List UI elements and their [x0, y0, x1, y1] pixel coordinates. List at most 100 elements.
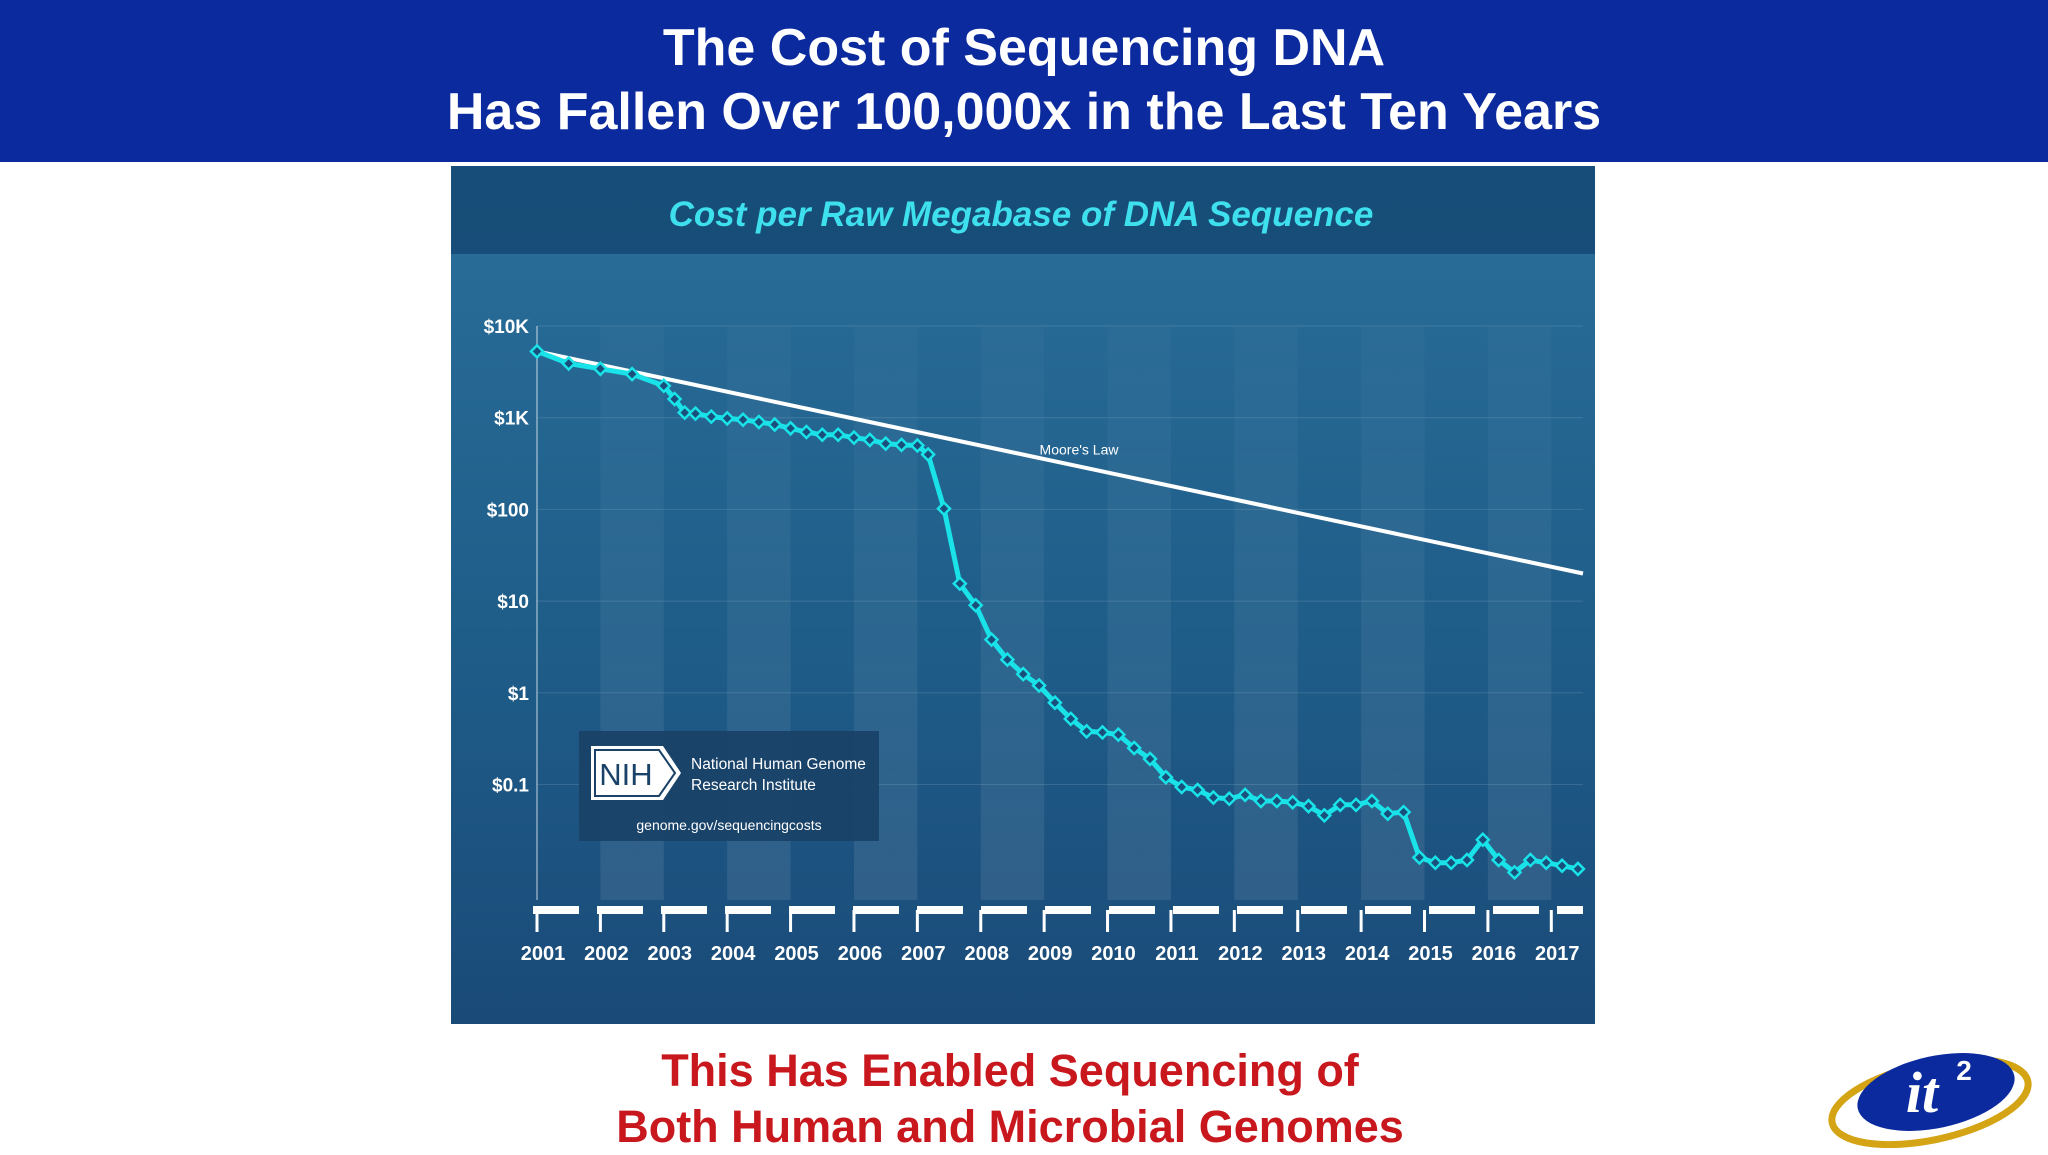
cost-data-point — [936, 500, 952, 517]
cost-data-point — [814, 427, 831, 443]
nih-acronym: NIH — [599, 757, 652, 792]
nih-url: genome.gov/sequencingcosts — [636, 817, 821, 833]
logo-oval-blue — [1857, 1053, 2015, 1131]
year-band — [1107, 326, 1171, 900]
cost-data-point — [967, 597, 984, 614]
cost-data-point — [1411, 849, 1428, 866]
cost-data-point — [999, 651, 1016, 668]
chart-title-bar — [451, 166, 1595, 254]
x-tick-label: 2014 — [1345, 943, 1390, 965]
cost-data-point — [830, 427, 846, 443]
cost-data-point — [560, 355, 577, 372]
cost-data-point — [687, 405, 704, 422]
cost-data-point — [1490, 852, 1507, 868]
y-tick-label: $1 — [508, 684, 530, 705]
chart-title: Cost per Raw Megabase of DNA Sequence — [669, 195, 1374, 234]
cost-data-point — [1142, 751, 1158, 767]
cost-data-point — [529, 343, 545, 360]
cost-data-point — [676, 404, 693, 421]
slide-title-line2: Has Fallen Over 100,000x in the Last Ten… — [446, 83, 1602, 141]
x-tick-label: 2002 — [584, 943, 629, 965]
cost-data-point — [1459, 852, 1475, 868]
it2-logo: it 2 — [1828, 1053, 2032, 1148]
x-tick-label: 2011 — [1155, 943, 1198, 965]
x-tick-label: 2006 — [838, 943, 883, 965]
y-tick-label: $100 — [487, 500, 529, 521]
nih-logo-shape — [591, 746, 681, 800]
y-tick-label: $1K — [494, 409, 529, 430]
x-tick-label: 2010 — [1091, 943, 1136, 965]
cost-data-point — [909, 437, 926, 454]
x-tick-label: 2015 — [1408, 943, 1453, 965]
cost-data-point — [862, 432, 878, 448]
cost-data-point — [1094, 724, 1111, 741]
cost-data-point — [782, 420, 799, 437]
cost-data-point — [1570, 861, 1586, 877]
cost-data-point — [656, 377, 672, 394]
cost-data-point — [1047, 694, 1063, 711]
logo-text: it — [1906, 1060, 1940, 1125]
x-tick-label: 2001 — [521, 943, 566, 965]
cost-data-point — [920, 446, 936, 463]
cost-data-point — [1443, 855, 1459, 871]
cost-data-point — [846, 429, 862, 446]
footer-line1: This Has Enabled Sequencing of — [661, 1045, 1359, 1096]
x-tick-label: 2004 — [711, 943, 756, 965]
cost-data-point — [1253, 793, 1269, 809]
cost-data-point — [592, 361, 609, 377]
cost-data-point — [1395, 804, 1412, 820]
cost-data-point — [1364, 793, 1380, 809]
x-tick-label: 2003 — [648, 943, 693, 965]
y-tick-label: $10K — [484, 317, 530, 338]
cost-data-point — [666, 391, 683, 407]
cost-data-point — [1427, 855, 1444, 871]
cost-data-point — [1506, 864, 1523, 881]
cost-data-point — [983, 631, 1000, 648]
cost-data-point — [624, 366, 640, 382]
cost-data-point — [1110, 726, 1127, 743]
nih-badge: NIH National Human Genome Research Insti… — [579, 731, 879, 841]
slide-footer: This Has Enabled Sequencing of Both Huma… — [420, 1043, 1600, 1155]
cost-data-point — [1522, 852, 1539, 868]
cost-data-point — [1158, 769, 1174, 785]
year-band — [1234, 326, 1298, 900]
cost-series-line — [534, 348, 1581, 875]
x-tick-label: 2017 — [1535, 943, 1580, 965]
x-tick-label: 2007 — [901, 943, 946, 965]
moores-law-line — [536, 349, 1584, 576]
nih-name-line1: National Human Genome — [691, 756, 866, 773]
x-tick-label: 2013 — [1281, 943, 1326, 965]
x-tick-label: 2016 — [1472, 943, 1517, 965]
slide-title-line1: The Cost of Sequencing DNA — [662, 19, 1386, 77]
cost-chart: Cost per Raw Megabase of DNA Sequence $1… — [451, 166, 1595, 1024]
cost-data-point — [719, 410, 735, 427]
cost-data-point — [877, 435, 894, 452]
cost-data-point — [1538, 855, 1554, 871]
cost-data-point — [1205, 789, 1222, 806]
slide-header: The Cost of Sequencing DNA Has Fallen Ov… — [0, 0, 2048, 162]
cost-data-point — [1221, 790, 1238, 807]
cost-data-point — [1189, 782, 1206, 798]
x-tick-label: 2008 — [965, 943, 1010, 965]
cost-data-point — [1015, 666, 1031, 682]
moores-law-label: Moore's Law — [1040, 441, 1120, 457]
cost-data-point — [1379, 805, 1396, 822]
cost-data-point — [1554, 857, 1570, 874]
cost-data-point — [1316, 807, 1333, 824]
cost-data-point — [1332, 797, 1348, 813]
cost-data-point — [703, 408, 720, 425]
nih-name-line2: Research Institute — [691, 777, 816, 794]
cost-data-point — [1031, 677, 1047, 694]
cost-data-point — [766, 416, 783, 433]
x-tick-label: 2012 — [1218, 943, 1263, 965]
x-tick-label: 2009 — [1028, 943, 1073, 965]
year-band — [1487, 326, 1552, 900]
chart-panel: Cost per Raw Megabase of DNA Sequence $1… — [451, 166, 1595, 1024]
cost-data-point — [1063, 711, 1079, 727]
cost-data-point — [1126, 740, 1142, 756]
x-tick-label: 2005 — [774, 943, 819, 965]
logo-superscript: 2 — [1956, 1055, 1972, 1086]
cost-data-point — [952, 575, 968, 592]
year-band — [980, 326, 1045, 900]
footer-line2: Both Human and Microbial Genomes — [616, 1101, 1404, 1152]
